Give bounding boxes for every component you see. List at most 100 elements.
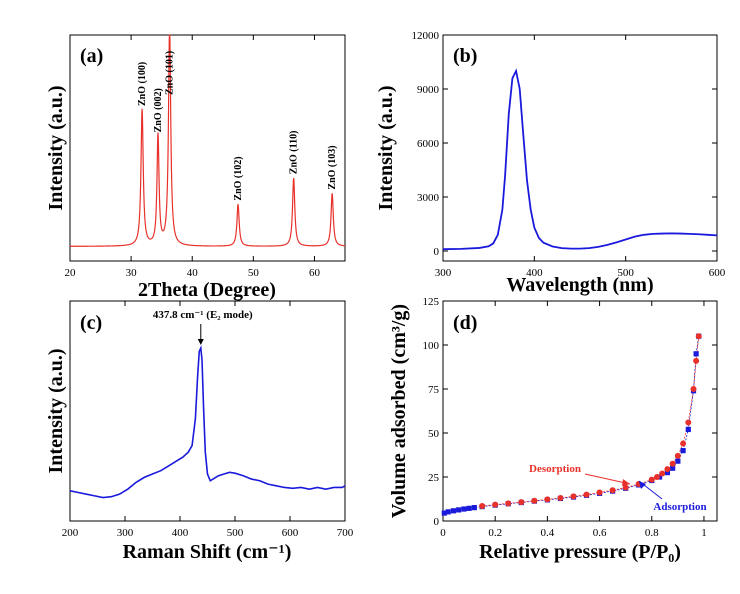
desorption-arrow — [584, 473, 631, 485]
panel-a-xtick-label: 50 — [248, 267, 260, 279]
adsorption-point — [664, 470, 671, 476]
panel-c-frame — [69, 300, 346, 522]
panel-a-xlabel: 2Theta (Degree) — [138, 279, 276, 301]
panel-d-ylabel: Volume adsorbed (cm³/g) — [388, 304, 410, 518]
desorption-point — [685, 419, 692, 426]
desorption-point — [583, 491, 590, 498]
desorption-point — [531, 497, 538, 504]
desorption-point — [693, 357, 700, 364]
peak-label: ZnO (110) — [289, 131, 300, 175]
desorption-point — [653, 474, 660, 480]
panel-d-xtick-label: 0.8 — [645, 527, 659, 539]
panel-b-xtick-label: 300 — [435, 267, 452, 279]
peak-label: ZnO (002) — [153, 88, 164, 132]
panel-b-xtick-label: 400 — [526, 267, 543, 279]
desorption-arrowhead — [622, 479, 630, 486]
panel-c-label: (c) — [80, 312, 102, 334]
desorption-point — [557, 494, 564, 501]
panel-a-xtick-label: 40 — [187, 267, 199, 279]
adsorption-point — [441, 510, 447, 516]
panel-c-raman-line — [69, 345, 346, 499]
adsorption-point — [471, 505, 477, 511]
panel-a-xtick-label: 20 — [65, 267, 77, 279]
desorption-point — [648, 476, 655, 483]
panel-b-xtick-label: 500 — [617, 267, 634, 279]
panel-d-ytick-label: 100 — [423, 340, 440, 352]
panel-c-ylabel: Intensity (a.u.) — [45, 348, 67, 473]
adsorption-point — [670, 465, 676, 471]
adsorption-point — [456, 507, 462, 513]
desorption-point — [505, 500, 512, 507]
panel-b-ytick-label: 12000 — [412, 30, 440, 42]
panel-c-xtick-label: 200 — [62, 527, 79, 539]
panel-b-ylabel: Intensity (a.u.) — [375, 85, 397, 210]
panel-b-ytick-label: 3000 — [417, 192, 440, 204]
panel-a-peak-labels: ZnO (100) ZnO (002)ZnO (101) ZnO (102) ZnO … — [137, 51, 338, 201]
panel-a-frame — [69, 34, 346, 262]
panel-a-ylabel: Intensity (a.u.) — [45, 85, 67, 210]
panel-d-ticks: 0 0.2 0.4 0.6 0.8 1 0 25 50 75 100 125 — [423, 296, 717, 539]
panel-d-frame — [442, 300, 718, 522]
panel-c-xtick-label: 500 — [227, 527, 244, 539]
panel-d-xtick-label: 0 — [440, 527, 446, 539]
desorption-point — [609, 487, 616, 494]
peak-label: ZnO (100) — [137, 62, 148, 106]
panel-b-xlabel: Wavelength (nm) — [506, 274, 653, 296]
panel-d-xtick-label: 0.4 — [541, 527, 555, 539]
desorption-point — [669, 460, 676, 467]
panel-c-xtick-label: 700 — [337, 527, 354, 539]
panel-c-xlabel: Raman Shift (cm⁻¹) — [123, 541, 292, 563]
desorption-label: Desorption — [529, 463, 581, 475]
panel-a-label: (a) — [80, 45, 103, 67]
panel-a-xtick-label: 30 — [126, 267, 138, 279]
peak-label: ZnO (101) — [165, 51, 176, 95]
desorption-point — [479, 503, 486, 510]
panel-b-xtick-label: 600 — [709, 267, 726, 279]
panel-a-x-ticks: 20 30 40 50 60 — [65, 35, 321, 279]
panel-a-xrd-line — [70, 34, 346, 247]
panel-c-xtick-label: 300 — [117, 527, 134, 539]
desorption-point — [680, 440, 687, 447]
desorption-point — [659, 470, 666, 477]
adsorption-arrowhead — [639, 481, 646, 489]
panel-d-adsorption-points — [441, 333, 702, 516]
adsorption-point — [675, 458, 681, 464]
panel-a-xtick-label: 60 — [309, 267, 321, 279]
desorption-point — [622, 484, 629, 491]
desorption-point — [690, 386, 697, 392]
panel-d-ytick-label: 125 — [423, 296, 440, 308]
panel-d-label: (d) — [453, 312, 477, 334]
peak-label: ZnO (103) — [327, 145, 338, 189]
panel-b-pl-line — [442, 68, 718, 251]
panel-d-ytick-label: 75 — [428, 384, 440, 396]
desorption-point — [596, 489, 603, 496]
adsorption-point — [461, 506, 467, 512]
panel-b-ytick-label: 0 — [434, 246, 440, 258]
panel-d-ytick-label: 50 — [428, 428, 440, 440]
desorption-point — [695, 333, 702, 340]
adsorption-point — [466, 505, 472, 511]
panel-c-ticks: 200 300 400 500 600 700 — [62, 301, 354, 539]
panel-d-xtick-label: 0.6 — [593, 527, 607, 539]
panel-b-frame — [442, 34, 718, 262]
desorption-point — [674, 452, 681, 459]
adsorption-point — [680, 448, 686, 454]
panel-a: 20 30 40 50 60 ZnO (100) ZnO (002)ZnO (101) Zn… — [45, 34, 346, 301]
panel-d-xtick-label: 0.2 — [488, 527, 502, 539]
panel-b-ytick-label: 6000 — [417, 138, 440, 150]
adsorption-point — [450, 508, 457, 514]
panel-c-xtick-label: 400 — [172, 527, 189, 539]
adsorption-point — [685, 426, 691, 433]
desorption-point — [664, 466, 671, 473]
panel-d-ytick-label: 25 — [428, 472, 440, 484]
adsorption-label: Adsorption — [653, 501, 706, 513]
panel-c-annotation: 437.8 cm⁻¹ (E₂ mode) — [153, 309, 253, 321]
desorption-point — [518, 499, 525, 506]
adsorption-point — [693, 351, 699, 357]
panel-b-label: (b) — [453, 45, 477, 67]
panel-d: 0 0.2 0.4 0.6 0.8 1 0 25 50 75 100 125 Desorption A… — [388, 296, 718, 563]
desorption-point — [544, 496, 551, 503]
